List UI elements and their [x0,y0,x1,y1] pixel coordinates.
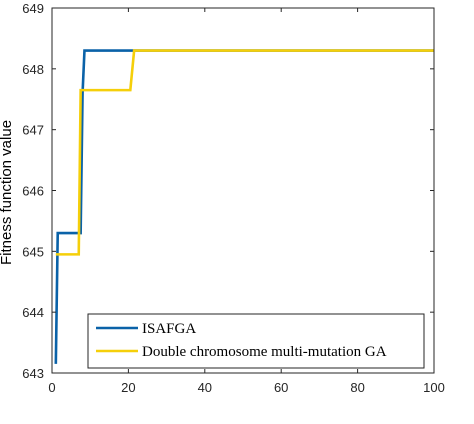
x-tick-label: 20 [121,380,135,395]
y-tick-label: 649 [22,1,44,16]
x-tick-label: 60 [274,380,288,395]
x-tick-label: 0 [48,380,55,395]
y-tick-label: 647 [22,123,44,138]
y-tick-label: 644 [22,305,44,320]
series-line-isafga [54,49,434,364]
x-axis: 0 20 40 60 80 100 [48,8,445,395]
y-tick-label: 643 [22,366,44,381]
legend-label: Double chromosome multi-mutation GA [142,344,387,360]
series-line-double-chromosome-ga [55,49,434,256]
x-tick-label: 40 [198,380,212,395]
y-tick-label: 646 [22,184,44,199]
series-layer [54,49,434,364]
x-tick-label: 100 [423,380,445,395]
legend-label: ISAFGA [142,321,196,337]
y-tick-label: 645 [22,244,44,259]
y-axis: 643 644 645 646 647 648 649 [22,1,434,381]
y-tick-label: 648 [22,62,44,77]
y-axis-label: Fitness function value [0,120,15,265]
legend-box [87,313,425,369]
x-tick-label: 80 [350,380,364,395]
legend: ISAFGA Double chromosome multi-mutation G… [87,313,425,369]
